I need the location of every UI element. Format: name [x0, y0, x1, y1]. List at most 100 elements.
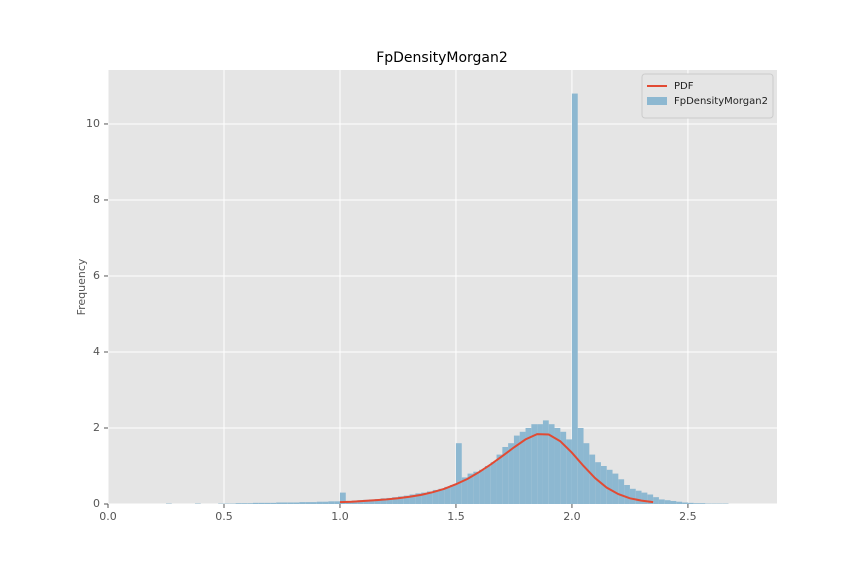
- histogram-bar: [461, 477, 468, 504]
- histogram-bar: [479, 469, 485, 504]
- x-tick-label: 2.5: [679, 510, 697, 523]
- histogram-bar: [438, 488, 445, 504]
- legend-label: FpDensityMorgan2: [674, 96, 768, 107]
- histogram-bar: [658, 499, 665, 504]
- histogram-bar: [276, 502, 282, 504]
- histogram-bar: [287, 502, 294, 504]
- histogram-bar: [403, 495, 410, 504]
- histogram-bar: [386, 497, 393, 504]
- histogram-bar: [484, 465, 491, 504]
- marks: [165, 93, 729, 505]
- histogram-bar: [380, 498, 387, 504]
- histogram-bar: [339, 492, 346, 504]
- x-tick-label: 1.5: [447, 510, 465, 523]
- legend-box: [641, 73, 774, 119]
- histogram-bar: [450, 484, 456, 504]
- histogram-bar: [328, 501, 335, 504]
- histogram-bar: [409, 494, 416, 504]
- histogram-bar: [629, 488, 636, 504]
- histogram-bar: [316, 501, 323, 504]
- histogram-bar: [305, 502, 311, 504]
- x-tick-label: 1.0: [331, 510, 349, 523]
- histogram-bar: [699, 503, 706, 504]
- x-tick-label: 2.0: [563, 510, 581, 523]
- legend: PDF FpDensityMorgan2: [641, 73, 774, 119]
- histogram-bar: [537, 424, 543, 504]
- x-tick-label: 0.5: [215, 510, 233, 523]
- histogram-bar: [583, 443, 590, 504]
- chart-title: FpDensityMorgan2: [376, 50, 508, 66]
- histogram-bar: [490, 462, 497, 504]
- histogram-bar: [653, 497, 659, 504]
- histogram-bar: [676, 501, 683, 504]
- histogram-bar: [310, 502, 317, 504]
- histogram-bar: [560, 431, 567, 504]
- histogram-bar: [473, 471, 480, 504]
- histogram-bar: [281, 502, 288, 504]
- legend-swatch: [647, 97, 667, 105]
- histogram-bar: [624, 484, 630, 504]
- histogram-bar: [397, 496, 404, 504]
- histogram-bar: [531, 424, 538, 504]
- histogram-bar: [235, 503, 242, 504]
- histogram-bar: [542, 420, 549, 504]
- histogram-bar: [554, 427, 561, 504]
- histogram-bar: [467, 473, 474, 504]
- histogram-bar: [687, 502, 694, 504]
- histogram-bar: [612, 473, 619, 504]
- histogram-bar: [392, 497, 398, 504]
- histogram-bar: [664, 500, 671, 504]
- histogram-bar: [577, 427, 584, 504]
- histogram-bar: [641, 492, 648, 504]
- histogram-bar: [519, 431, 526, 504]
- histogram-bar: [571, 93, 578, 505]
- histogram-bar: [270, 502, 277, 504]
- y-tick-label: 10: [86, 117, 100, 130]
- histogram-bar: [334, 501, 340, 504]
- histogram-bar: [374, 499, 381, 504]
- histogram-bar: [299, 502, 306, 504]
- histogram-bar: [368, 499, 375, 504]
- histogram-bar: [293, 502, 300, 504]
- histogram-bar: [455, 443, 462, 504]
- histogram-bar: [432, 489, 439, 504]
- y-tick-label: 0: [93, 497, 100, 510]
- legend-label: PDF: [674, 81, 694, 92]
- x-tick-label: 0.0: [99, 510, 117, 523]
- histogram-bar: [444, 486, 451, 504]
- histogram-bar: [513, 435, 520, 504]
- histogram-bar: [421, 492, 427, 504]
- histogram-bar: [241, 503, 248, 504]
- y-tick-label: 2: [93, 421, 100, 434]
- histogram-bar: [322, 501, 329, 504]
- histogram-bar: [264, 502, 271, 504]
- histogram-bar: [508, 443, 514, 504]
- y-tick-label: 8: [93, 193, 100, 206]
- histogram-bar: [426, 491, 433, 504]
- histogram-bar: [247, 503, 253, 504]
- histogram-bar: [682, 502, 688, 504]
- histogram-bar: [525, 427, 532, 504]
- y-tick-label: 4: [93, 345, 100, 358]
- histogram-bar: [589, 454, 596, 504]
- histogram-bar: [548, 424, 555, 504]
- y-axis-label: Frequency: [75, 258, 88, 315]
- histogram-bar: [502, 446, 509, 504]
- histogram-bar: [693, 503, 700, 504]
- histogram-bar: [252, 502, 259, 504]
- plot-area: [108, 70, 777, 504]
- histogram-bar: [647, 494, 654, 504]
- histogram-bar: [606, 469, 613, 504]
- histogram-bar: [618, 479, 625, 504]
- histogram-bar: [496, 454, 503, 504]
- histogram-bar: [415, 493, 422, 504]
- pdf-line: [339, 433, 654, 504]
- y-tick-label: 6: [93, 269, 100, 282]
- histogram-bar: [258, 502, 265, 504]
- histogram-bar: [566, 439, 572, 504]
- histogram-bar: [670, 500, 677, 504]
- histogram-bar: [595, 462, 601, 504]
- histogram-bar: [635, 490, 642, 504]
